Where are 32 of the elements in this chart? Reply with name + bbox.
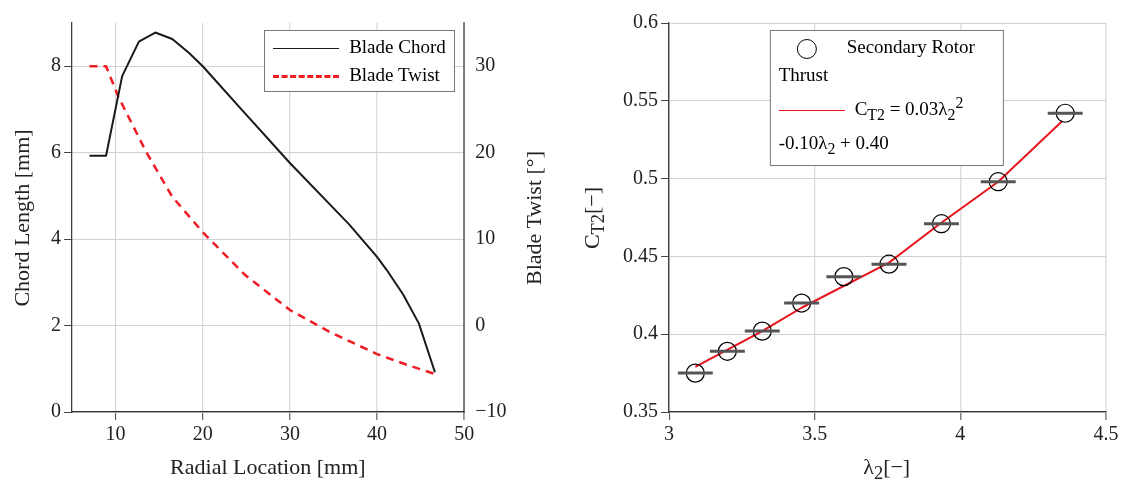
- y-tick-label: 0.45: [622, 243, 658, 266]
- y-axis-title: Chord Length [mm]: [9, 128, 35, 307]
- y2-tick-label: 20: [475, 139, 496, 162]
- y-tick-label: 0.5: [632, 165, 658, 188]
- x-axis-title: λ$_{2}$[−]: [863, 454, 911, 485]
- y2-tick-label: 0: [475, 312, 486, 335]
- y-tick-label: 8: [51, 53, 62, 76]
- x-tick-label: 40: [367, 422, 388, 445]
- x-tick-label: 10: [105, 422, 126, 445]
- y-tick-label: 0.4: [632, 321, 658, 344]
- y-tick-label: 4: [51, 226, 62, 249]
- y2-tick-label: 30: [475, 53, 496, 76]
- y2-tick-label: −10: [475, 399, 507, 422]
- legend-label: Secondary Rotor Thrust: [778, 36, 975, 85]
- x-tick-label: 20: [192, 422, 213, 445]
- x-tick-label: 30: [279, 422, 300, 445]
- y2-tick-label: 10: [475, 226, 496, 249]
- y-tick-label: 0: [51, 399, 62, 422]
- x-tick-label: 4: [954, 422, 965, 445]
- y2-axis-title: Blade Twist [°]: [520, 150, 547, 285]
- y-tick-label: 0.35: [622, 399, 658, 422]
- y-tick-label: 0.6: [632, 10, 658, 33]
- legend-label: Blade Chord: [349, 36, 446, 57]
- y-tick-label: 6: [51, 139, 62, 162]
- x-axis-title: Radial Location [mm]: [170, 454, 366, 480]
- y-tick-label: 0.55: [622, 88, 658, 111]
- x-tick-label: 3.5: [801, 422, 827, 445]
- x-tick-label: 50: [454, 422, 475, 445]
- legend-label: Blade Twist: [349, 64, 440, 85]
- x-tick-label: 4.5: [1092, 422, 1118, 445]
- x-tick-label: 3: [663, 422, 674, 445]
- y-tick-label: 2: [51, 312, 62, 335]
